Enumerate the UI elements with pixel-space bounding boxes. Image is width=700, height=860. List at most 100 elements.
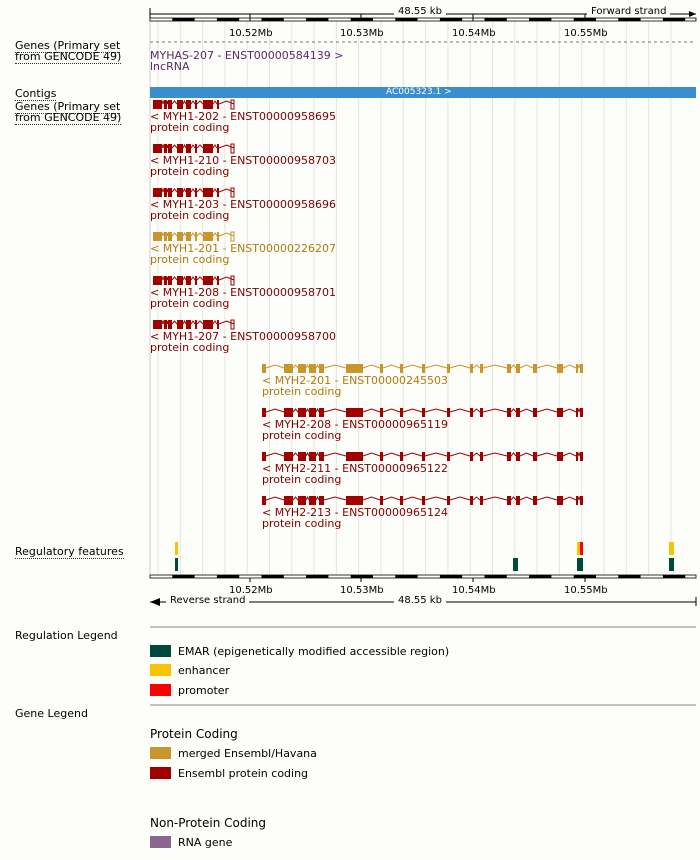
exon-block — [470, 364, 473, 373]
reverse-arrow-icon — [150, 598, 160, 606]
exon-block — [447, 496, 450, 505]
exon-block — [284, 452, 293, 461]
exon-block — [195, 232, 197, 241]
ruler-block — [216, 18, 240, 21]
exon-block — [203, 320, 213, 329]
emar-feature — [577, 558, 583, 571]
utr-box — [581, 496, 583, 505]
exon-block — [262, 496, 266, 505]
exon-block — [400, 364, 403, 373]
track-label-regulatory[interactable]: Regulatory features — [15, 545, 124, 559]
ruler-block — [216, 575, 240, 578]
ruler-block — [395, 575, 418, 578]
top-ruler-bar — [149, 17, 697, 22]
exon-block — [195, 100, 197, 109]
contig-label[interactable]: AC005323.1 > — [386, 87, 452, 97]
exon-block — [319, 408, 324, 417]
exon-block — [470, 452, 473, 461]
exon-block — [177, 232, 183, 241]
transcript-name[interactable]: < MYH2-211 - ENST00000965122 — [262, 462, 448, 475]
exon-block — [346, 496, 363, 505]
transcript-type: protein coding — [150, 209, 230, 222]
utr-box — [230, 319, 235, 330]
promoter-legend-label: promoter — [178, 684, 230, 697]
exon-block — [284, 496, 293, 505]
transcript-name[interactable]: < MYH2-201 - ENST00000245503 — [262, 374, 448, 387]
transcript-name[interactable]: < MYH1-210 - ENST00000958703 — [150, 154, 336, 167]
exon-block — [516, 408, 520, 417]
exon-block — [309, 452, 316, 461]
exon-block — [203, 276, 213, 285]
transcript-name[interactable]: < MYH1-201 - ENST00000226207 — [150, 242, 336, 255]
exon-block — [203, 188, 213, 197]
regulation-legend-title: Regulation Legend — [15, 629, 118, 642]
exon-block — [186, 100, 191, 109]
promoter-feature — [580, 542, 583, 555]
transcript-glyph — [262, 407, 583, 417]
exon-block — [309, 364, 316, 373]
top-scale-width-label: 48.55 kb — [394, 6, 446, 17]
exon-block — [480, 364, 483, 373]
exon-block — [576, 496, 578, 505]
exon-block — [533, 364, 537, 373]
utr-box — [230, 231, 235, 242]
transcript-type: protein coding — [262, 473, 342, 486]
transcript-name[interactable]: < MYH1-202 - ENST00000958695 — [150, 110, 336, 123]
transcript-glyph — [153, 187, 235, 198]
exon-block — [346, 452, 363, 461]
exon-block — [186, 188, 191, 197]
exon-block — [400, 408, 403, 417]
exon-block — [516, 452, 520, 461]
transcript-name[interactable]: < MYH1-203 - ENST00000958696 — [150, 198, 336, 211]
exon-block — [480, 408, 483, 417]
forward-strand-label: Forward strand — [587, 6, 671, 17]
track-label-genes-coding[interactable]: Genes (Primary set from GENCODE 49) — [15, 100, 122, 125]
non-protein-coding-title: Non-Protein Coding — [150, 816, 267, 830]
ruler-block — [618, 18, 641, 21]
exon-block — [422, 452, 425, 461]
exon-block — [177, 320, 183, 329]
ruler-block — [306, 18, 329, 21]
lncrna-transcript-name[interactable]: MYHAS-207 - ENST00000584139 > — [150, 49, 344, 62]
transcript-name[interactable]: < MYH2-213 - ENST00000965124 — [262, 506, 448, 519]
exon-block — [153, 320, 156, 329]
ruler-block — [439, 18, 463, 21]
transcript-name[interactable]: < MYH2-208 - ENST00000965119 — [262, 418, 448, 431]
exon-block — [400, 496, 403, 505]
track-label-contigs[interactable]: Contigs — [15, 87, 57, 101]
transcript-glyph — [262, 363, 583, 373]
exon-block — [470, 496, 473, 505]
transcript-type: protein coding — [150, 253, 230, 266]
tick-label-bottom-4: 10.55Mb — [564, 585, 608, 596]
exon-block — [168, 100, 172, 109]
transcript-name[interactable]: < MYH1-208 - ENST00000958701 — [150, 286, 336, 299]
exon-block — [153, 276, 156, 285]
intron-line — [161, 319, 235, 325]
exon-block — [447, 408, 450, 417]
exon-block — [168, 320, 172, 329]
exon-block — [557, 364, 563, 373]
emar-legend-label: EMAR (epigenetically modified accessible… — [178, 645, 450, 658]
tick-label-bottom-3: 10.54Mb — [452, 585, 496, 596]
promoter-swatch — [150, 684, 171, 696]
ruler-block — [439, 575, 463, 578]
utr-box — [230, 143, 235, 154]
tick-label-top-3: 10.54Mb — [452, 28, 496, 39]
ruler-block — [662, 575, 686, 578]
emar-feature — [669, 558, 674, 571]
exon-block — [195, 320, 197, 329]
tick-label-top-2: 10.53Mb — [340, 28, 384, 39]
transcript-type: protein coding — [150, 121, 230, 134]
exon-block — [203, 144, 213, 153]
intron-line — [265, 407, 581, 413]
exon-block — [177, 144, 183, 153]
ruler-block — [573, 575, 596, 578]
gridlines — [149, 20, 672, 575]
intron-line — [265, 363, 581, 369]
emar-feature — [175, 558, 178, 571]
transcript-name[interactable]: < MYH1-207 - ENST00000958700 — [150, 330, 336, 343]
track-label-genes-lncrna[interactable]: Genes (Primary set from GENCODE 49) — [15, 39, 122, 64]
exon-block — [480, 452, 483, 461]
exon-block — [516, 364, 520, 373]
transcript-glyph — [153, 275, 235, 286]
